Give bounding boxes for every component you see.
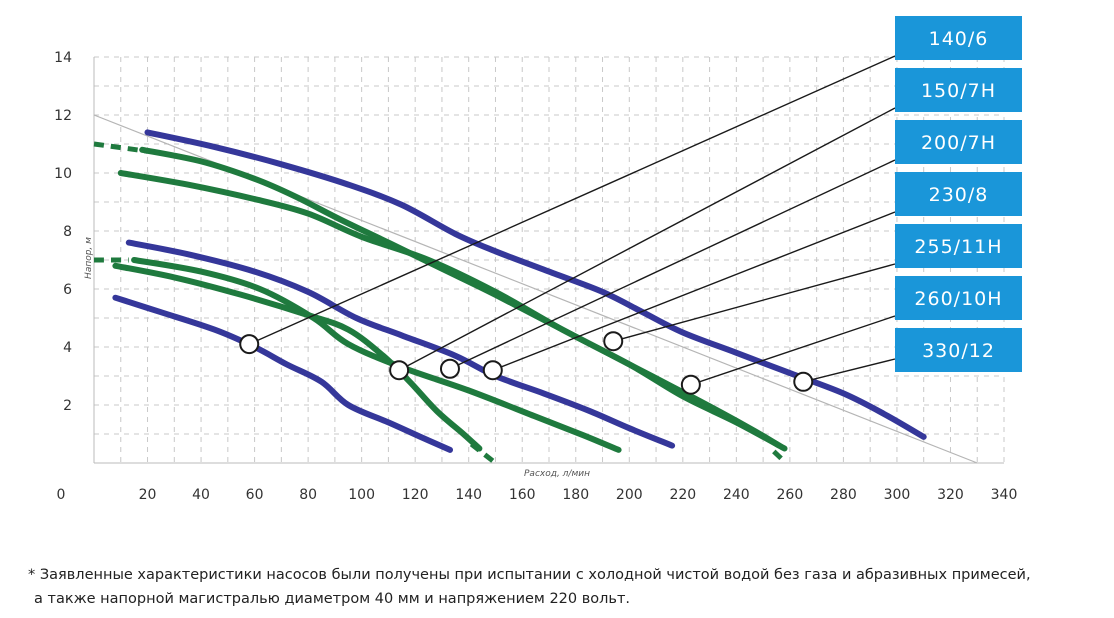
leader-line xyxy=(248,55,896,345)
curve-extension-dashed xyxy=(93,141,148,154)
pump-curve-2 xyxy=(112,262,483,452)
y-axis-label: Напор, м xyxy=(84,237,94,279)
operating-point-marker xyxy=(439,358,460,379)
y-tick-label: 2 xyxy=(63,398,72,414)
model-badge-label: 200/7H xyxy=(921,132,996,154)
leader-line xyxy=(492,211,896,371)
footnote-line-1: * Заявленные характеристики насосов были… xyxy=(28,567,1031,583)
x-axis-label: Расход, л/мин xyxy=(524,469,590,479)
model-badge xyxy=(895,172,1022,216)
model-badge xyxy=(895,276,1022,320)
y-tick-label: 4 xyxy=(63,340,72,356)
model-badge xyxy=(895,68,1022,112)
pump-performance-chart: 140/6 150/7H 200/7H 230/8 255/11H 260/10H 330/… xyxy=(54,16,1022,503)
model-badge-label: 140/6 xyxy=(929,28,989,50)
footnote: * Заявленные характеристики насосов были… xyxy=(28,563,1112,611)
x-tick-label: 0 xyxy=(57,487,66,503)
x-tick-label: 60 xyxy=(246,487,264,503)
leader-line xyxy=(449,159,896,370)
leader-line xyxy=(803,358,896,383)
x-tick-label: 160 xyxy=(509,487,536,503)
markers xyxy=(239,331,814,395)
x-tick-label: 20 xyxy=(139,487,157,503)
x-tick-label: 220 xyxy=(669,487,696,503)
pump-curve-3 xyxy=(131,257,622,453)
operating-point-marker xyxy=(793,371,814,392)
curves xyxy=(93,129,927,465)
marker-leaders xyxy=(248,55,896,386)
model-badge xyxy=(895,224,1022,268)
x-tick-label: 140 xyxy=(455,487,482,503)
model-badges: 140/6 150/7H 200/7H 230/8 255/11H 260/10H 330/… xyxy=(895,16,1022,372)
x-tick-label: 320 xyxy=(937,487,964,503)
operating-point-marker xyxy=(603,331,624,352)
x-tick-label: 180 xyxy=(562,487,589,503)
model-badge-label: 330/12 xyxy=(922,340,995,362)
x-tick-label: 260 xyxy=(777,487,804,503)
operating-point-marker xyxy=(389,360,410,381)
pump-curve-1 xyxy=(112,294,453,453)
leader-line xyxy=(613,263,896,342)
model-badge xyxy=(895,328,1022,372)
y-tick-label: 8 xyxy=(63,224,72,240)
operating-point-marker xyxy=(239,334,260,355)
pump-curve-5 xyxy=(117,170,788,452)
y-tick-label: 10 xyxy=(54,166,72,182)
x-tick-label: 100 xyxy=(348,487,375,503)
model-badge xyxy=(895,120,1022,164)
model-badge-label: 150/7H xyxy=(921,80,996,102)
x-tick-label: 200 xyxy=(616,487,643,503)
tick-labels: 0 20 40 60 80 100 120 140 160 180 200 220 240 260 280 3… xyxy=(54,50,1017,503)
operating-point-marker xyxy=(680,374,701,395)
curve-extension-dashed xyxy=(772,449,787,464)
pump-curve-6 xyxy=(139,146,783,449)
model-badge-label: 255/11H xyxy=(914,236,1002,258)
pump-curve-4 xyxy=(125,239,676,449)
y-tick-label: 14 xyxy=(54,50,72,66)
x-tick-label: 300 xyxy=(884,487,911,503)
model-badge-label: 260/10H xyxy=(914,288,1002,310)
operating-point-marker xyxy=(482,360,503,381)
leader-line xyxy=(398,107,896,371)
x-tick-label: 80 xyxy=(299,487,317,503)
model-badge-label: 230/8 xyxy=(929,184,989,206)
y-tick-label: 12 xyxy=(54,108,72,124)
model-badge xyxy=(895,16,1022,60)
pump-curve-7 xyxy=(144,129,927,440)
footnote-line-2: а также напорной магистралью диаметром 4… xyxy=(34,591,631,607)
x-tick-label: 40 xyxy=(192,487,210,503)
x-tick-label: 280 xyxy=(830,487,857,503)
leader-line xyxy=(690,315,896,386)
x-tick-label: 340 xyxy=(991,487,1018,503)
y-tick-label: 6 xyxy=(63,282,72,298)
x-tick-label: 240 xyxy=(723,487,750,503)
x-tick-label: 120 xyxy=(402,487,429,503)
